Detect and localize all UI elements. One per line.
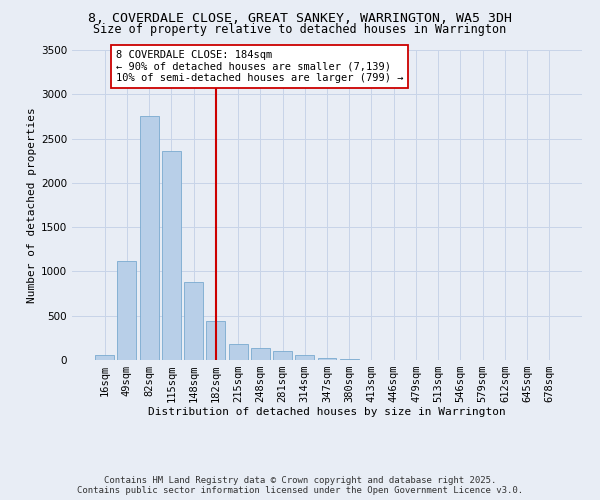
Text: 8 COVERDALE CLOSE: 184sqm
← 90% of detached houses are smaller (7,139)
10% of se: 8 COVERDALE CLOSE: 184sqm ← 90% of detac… xyxy=(116,50,403,83)
Text: Contains HM Land Registry data © Crown copyright and database right 2025.
Contai: Contains HM Land Registry data © Crown c… xyxy=(77,476,523,495)
Bar xyxy=(317,358,337,360)
Bar xyxy=(140,116,158,360)
Y-axis label: Number of detached properties: Number of detached properties xyxy=(27,107,37,303)
Text: Size of property relative to detached houses in Warrington: Size of property relative to detached ho… xyxy=(94,22,506,36)
Bar xyxy=(340,359,359,360)
Bar xyxy=(206,321,225,360)
Bar xyxy=(295,355,314,360)
Bar xyxy=(118,261,136,360)
Bar xyxy=(273,351,292,360)
Bar xyxy=(184,282,203,360)
Text: 8, COVERDALE CLOSE, GREAT SANKEY, WARRINGTON, WA5 3DH: 8, COVERDALE CLOSE, GREAT SANKEY, WARRIN… xyxy=(88,12,512,26)
Bar xyxy=(95,354,114,360)
X-axis label: Distribution of detached houses by size in Warrington: Distribution of detached houses by size … xyxy=(148,406,506,416)
Bar xyxy=(229,344,248,360)
Bar xyxy=(251,348,270,360)
Bar xyxy=(162,151,181,360)
